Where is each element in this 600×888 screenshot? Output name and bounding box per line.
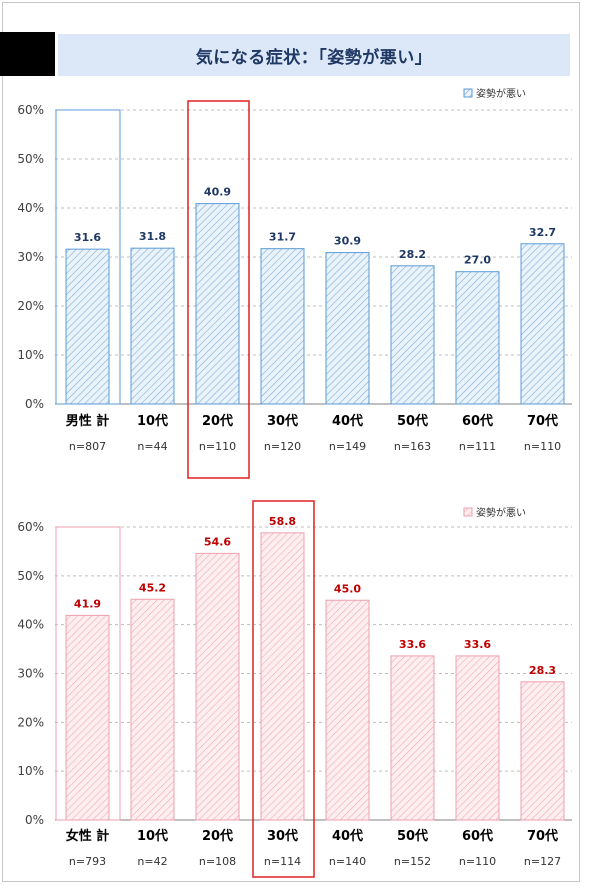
x-tick-label: 20代 [202, 413, 233, 429]
x-tick-label: 10代 [137, 413, 168, 429]
data-label: 28.2 [399, 248, 426, 261]
y-tick-label: 20% [17, 715, 44, 729]
bar [455, 271, 500, 405]
x-tick-label: 男性 計 [66, 413, 110, 429]
sample-size-label: n=152 [394, 855, 431, 868]
chart-title: 気になる症状：「姿勢が悪い」 [195, 47, 433, 68]
data-label: 58.8 [269, 515, 296, 528]
sample-size-label: n=127 [524, 855, 561, 868]
y-tick-label: 50% [17, 569, 44, 583]
x-tick-label: 30代 [267, 828, 298, 844]
x-tick-label: 40代 [332, 413, 363, 429]
y-tick-label: 30% [17, 250, 44, 264]
chart-male: 0% 10% 20% 30% 40% 50% 60% 31.6 男性 計 n=807 31.8 10代… [17, 87, 572, 479]
sample-size-label: n=42 [137, 855, 167, 868]
bar [260, 532, 305, 821]
y-tick-label: 60% [17, 520, 44, 534]
legend-label: 姿勢が悪い [476, 87, 526, 100]
bar [65, 614, 110, 821]
bar [325, 252, 370, 405]
data-label: 32.7 [529, 226, 556, 239]
data-label: 28.3 [529, 664, 556, 677]
data-label: 31.8 [139, 230, 166, 243]
sample-size-label: n=44 [137, 440, 167, 453]
data-label: 40.9 [204, 186, 231, 199]
data-label: 33.6 [464, 638, 491, 651]
data-label: 41.9 [74, 597, 101, 610]
x-tick-label: 70代 [527, 413, 558, 429]
data-label: 45.0 [334, 582, 361, 595]
data-label: 54.6 [204, 535, 231, 548]
bar [195, 552, 240, 821]
y-tick-label: 50% [17, 152, 44, 166]
sample-size-label: n=120 [264, 440, 301, 453]
x-tick-label: 60代 [462, 828, 493, 844]
legend-swatch [463, 88, 473, 98]
bar [520, 243, 565, 405]
bar [520, 681, 565, 821]
y-tick-label: 60% [17, 103, 44, 117]
x-tick-label: 70代 [527, 828, 558, 844]
bar [260, 248, 305, 405]
y-tick-label: 40% [17, 201, 44, 215]
highlight-box [187, 100, 250, 479]
chart-female: 0% 10% 20% 30% 40% 50% 60% 41.9 女性 計 n=793 45.2 10代… [17, 500, 572, 878]
sample-size-label: n=163 [394, 440, 431, 453]
bar [390, 265, 435, 405]
data-label: 45.2 [139, 581, 166, 594]
legend-label: 姿勢が悪い [476, 506, 526, 519]
bar [130, 598, 175, 821]
sample-size-label: n=110 [459, 855, 496, 868]
y-tick-label: 30% [17, 667, 44, 681]
highlight-box [252, 500, 315, 878]
y-tick-label: 0% [25, 397, 44, 411]
black-corner-block [0, 32, 55, 76]
bar [325, 599, 370, 821]
x-tick-label: 10代 [137, 828, 168, 844]
data-label: 31.6 [74, 231, 101, 244]
sample-size-label: n=140 [329, 855, 366, 868]
x-tick-label: 女性 計 [66, 828, 110, 844]
y-tick-label: 0% [25, 813, 44, 827]
data-label: 27.0 [464, 254, 491, 267]
sample-size-label: n=114 [264, 855, 301, 868]
x-tick-label: 50代 [397, 413, 428, 429]
y-tick-label: 10% [17, 764, 44, 778]
sample-size-label: n=807 [69, 440, 106, 453]
bar [130, 247, 175, 405]
sample-size-label: n=149 [329, 440, 366, 453]
sample-size-label: n=111 [459, 440, 496, 453]
x-tick-label: 30代 [267, 413, 298, 429]
y-tick-label: 20% [17, 299, 44, 313]
sample-size-label: n=108 [199, 855, 236, 868]
y-tick-label: 40% [17, 618, 44, 632]
data-label: 31.7 [269, 231, 296, 244]
bar [195, 203, 240, 405]
x-tick-label: 50代 [397, 828, 428, 844]
sample-size-label: n=793 [69, 855, 106, 868]
x-tick-label: 20代 [202, 828, 233, 844]
bar [65, 248, 110, 405]
data-label: 30.9 [334, 235, 361, 248]
data-label: 33.6 [399, 638, 426, 651]
sample-size-label: n=110 [199, 440, 236, 453]
title-banner: 気になる症状：「姿勢が悪い」 [58, 34, 570, 76]
y-tick-label: 10% [17, 348, 44, 362]
sample-size-label: n=110 [524, 440, 561, 453]
bar [455, 655, 500, 821]
x-tick-label: 40代 [332, 828, 363, 844]
x-tick-label: 60代 [462, 413, 493, 429]
legend-swatch [463, 507, 473, 517]
bar [390, 655, 435, 821]
